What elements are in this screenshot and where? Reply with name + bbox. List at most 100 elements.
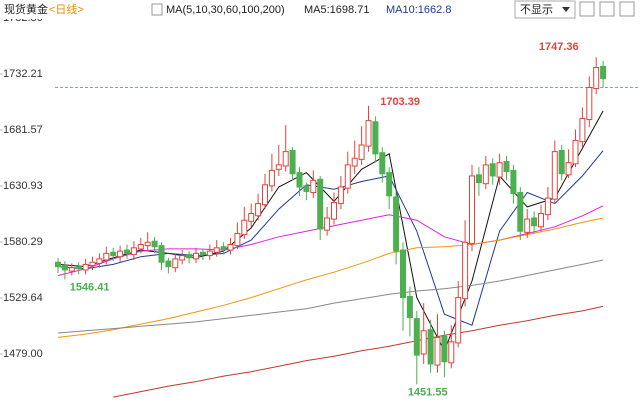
candle-body — [193, 252, 199, 260]
candle-body — [110, 251, 117, 257]
period: <日线> — [49, 2, 84, 16]
candle-body — [103, 252, 110, 261]
candle-body — [496, 162, 503, 178]
candle-body — [586, 86, 593, 121]
candle-body — [344, 164, 351, 189]
y-tick-label: 1732.21 — [3, 68, 43, 80]
y-tick-label: 1580.29 — [3, 236, 43, 248]
candle-body — [503, 161, 510, 173]
candle-body — [234, 232, 241, 247]
y-tick-label: 1529.64 — [3, 292, 43, 304]
ma10-readout: MA10:1662.8 — [386, 4, 451, 16]
candle-body — [544, 197, 551, 216]
plot: 1782.861732.211681.571630.931580.291529.… — [0, 12, 640, 398]
candle-body — [227, 244, 234, 251]
candle-body — [296, 172, 303, 188]
candle-body — [593, 67, 600, 90]
candle-body — [220, 246, 227, 250]
candle-body — [137, 244, 144, 250]
candle-body — [172, 258, 179, 269]
indicator: MA(5,10,30,60,100,200) — [166, 4, 285, 16]
candle-body — [538, 213, 544, 228]
candle-body — [510, 169, 517, 195]
title: 现货黄金 — [4, 2, 48, 16]
candle-body — [303, 185, 310, 192]
candle-body — [248, 213, 255, 222]
candle-body — [531, 217, 538, 227]
candle-body — [579, 117, 586, 143]
candle-body — [565, 162, 572, 176]
candle-body — [282, 151, 289, 167]
candle-body — [130, 247, 137, 255]
ma-line — [57, 259, 604, 334]
candle-body — [96, 258, 103, 264]
candle-body — [434, 336, 441, 366]
candle-body — [337, 186, 344, 205]
extreme-label: 1451.55 — [408, 386, 448, 398]
candle-body — [558, 150, 565, 175]
candle-body — [124, 249, 130, 254]
candle-body — [241, 219, 248, 236]
candle-body — [158, 245, 165, 263]
candle-body — [551, 151, 558, 200]
dropdown[interactable] — [514, 0, 576, 19]
candle-body — [165, 260, 172, 268]
dropdown-label: 不显示 — [520, 3, 553, 16]
candle-body — [117, 250, 124, 258]
candle-body — [372, 121, 379, 155]
candle-body — [268, 169, 275, 187]
extreme-label: 1747.36 — [539, 41, 579, 53]
candle-body — [68, 267, 75, 272]
candle-body — [489, 163, 496, 177]
candle-body — [469, 175, 475, 244]
icon[interactable] — [579, 1, 595, 17]
candle-body — [365, 120, 372, 147]
candle-body — [144, 241, 151, 247]
candle-body — [462, 241, 469, 300]
y-tick-label: 1681.57 — [3, 124, 43, 136]
candle-body — [524, 218, 531, 233]
candle-body — [482, 164, 489, 185]
icon[interactable] — [599, 1, 615, 17]
candle-body — [317, 178, 324, 230]
candle-body — [455, 297, 462, 344]
candle-body — [358, 144, 365, 160]
candle-body — [386, 172, 393, 197]
dropdown-arrow — [562, 7, 570, 12]
candle-body — [255, 203, 262, 217]
candle-body — [89, 261, 96, 267]
candle-body — [517, 192, 524, 232]
icon[interactable] — [151, 3, 163, 16]
ma-line — [57, 205, 604, 276]
header-bg — [0, 0, 640, 19]
candle-body — [393, 196, 400, 252]
candle-body — [572, 140, 579, 165]
candle-body — [400, 249, 406, 299]
candle-body — [448, 341, 455, 364]
candle-body — [427, 329, 434, 365]
icon[interactable] — [619, 1, 635, 17]
candle-body — [55, 261, 61, 268]
candle-body — [475, 174, 482, 184]
candle-body — [324, 217, 331, 231]
candle-body — [413, 318, 420, 356]
extreme-label: 1703.39 — [380, 96, 420, 108]
candle-body — [179, 255, 186, 261]
ma-line — [57, 217, 604, 338]
candle-body — [351, 157, 358, 167]
candle-body — [600, 65, 607, 80]
y-tick-label: 1630.93 — [3, 180, 43, 192]
candle-body — [75, 266, 82, 270]
candle-body — [186, 253, 193, 259]
candle-body — [420, 330, 427, 355]
candle-body — [199, 251, 206, 255]
candle-body — [331, 201, 337, 220]
candle-body — [82, 263, 89, 271]
candle-body — [61, 265, 68, 271]
candle-body — [262, 184, 268, 206]
extreme-label: 1546.41 — [70, 281, 110, 293]
candle-body — [310, 179, 317, 194]
candle-body — [213, 247, 220, 253]
candle-body — [406, 295, 413, 319]
candle-body — [379, 152, 386, 175]
